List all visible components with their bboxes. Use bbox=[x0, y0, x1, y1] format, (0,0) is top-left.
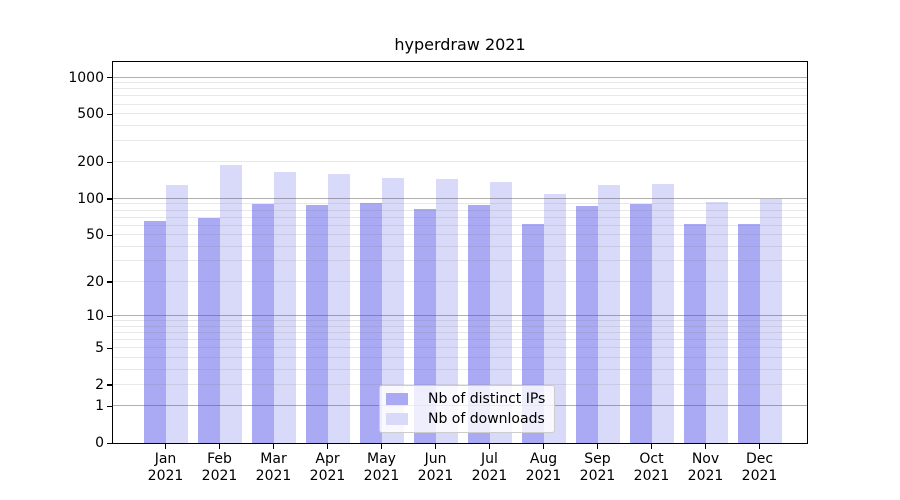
legend-swatch-distinct-ips bbox=[386, 393, 408, 405]
bar-distinct-ips-sep-2021 bbox=[575, 206, 598, 443]
ytick-mark-0 bbox=[107, 442, 112, 444]
ytick-label-200: 200 bbox=[77, 154, 104, 171]
gridline-minor-800 bbox=[113, 88, 807, 90]
gridline-minor-200 bbox=[113, 161, 807, 163]
legend-row-distinct-ips: Nb of distinct IPs bbox=[386, 391, 545, 407]
ytick-label-1000: 1000 bbox=[68, 69, 104, 86]
bar-distinct-ips-may-2021 bbox=[359, 202, 382, 443]
ytick-mark-100 bbox=[107, 198, 112, 200]
plot-area: Nb of distinct IPs Nb of downloads bbox=[112, 61, 808, 444]
xtick-label-jun-2021: Jun 2021 bbox=[417, 451, 454, 484]
ytick-label-0: 0 bbox=[95, 435, 104, 451]
gridline-minor-600 bbox=[113, 103, 807, 105]
bar-distinct-ips-oct-2021 bbox=[629, 204, 652, 443]
xtick-label-jan-2021: Jan 2021 bbox=[147, 451, 184, 484]
ytick-mark-10 bbox=[107, 315, 112, 317]
legend-swatch-downloads bbox=[386, 413, 408, 425]
bar-downloads-nov-2021 bbox=[705, 201, 728, 443]
xtick-label-dec-2021: Dec 2021 bbox=[741, 451, 778, 484]
bar-downloads-feb-2021 bbox=[219, 165, 242, 443]
gridline-minor-700 bbox=[113, 95, 807, 97]
xtick-label-apr-2021: Apr 2021 bbox=[309, 451, 346, 484]
xtick-mark-jan-2021 bbox=[165, 444, 167, 449]
xtick-label-aug-2021: Aug 2021 bbox=[525, 451, 562, 484]
xtick-mark-mar-2021 bbox=[273, 444, 275, 449]
xtick-mark-feb-2021 bbox=[219, 444, 221, 449]
ytick-label-10: 10 bbox=[86, 308, 104, 325]
gridline-minor-900 bbox=[113, 82, 807, 83]
bar-downloads-mar-2021 bbox=[273, 171, 296, 443]
ytick-mark-2 bbox=[107, 384, 112, 386]
bar-distinct-ips-jul-2021 bbox=[467, 204, 490, 443]
ytick-label-50: 50 bbox=[86, 227, 104, 243]
xtick-label-sep-2021: Sep 2021 bbox=[579, 451, 616, 484]
xtick-label-may-2021: May 2021 bbox=[363, 451, 400, 484]
gridline-minor-500 bbox=[113, 113, 807, 115]
bar-distinct-ips-dec-2021 bbox=[737, 223, 760, 443]
ytick-mark-5 bbox=[107, 347, 112, 349]
bar-downloads-jun-2021 bbox=[435, 178, 458, 443]
ytick-label-100: 100 bbox=[77, 190, 104, 207]
bar-downloads-may-2021 bbox=[381, 177, 404, 443]
legend-label-distinct-ips: Nb of distinct IPs bbox=[428, 391, 546, 407]
bar-downloads-apr-2021 bbox=[327, 174, 350, 443]
ytick-label-500: 500 bbox=[77, 106, 104, 123]
ytick-mark-1000 bbox=[107, 77, 112, 79]
gridline-minor-400 bbox=[113, 124, 807, 126]
ytick-label-1: 1 bbox=[95, 398, 104, 415]
gridline-minor-90 bbox=[113, 203, 807, 205]
bar-distinct-ips-jan-2021 bbox=[143, 221, 166, 443]
xtick-mark-may-2021 bbox=[381, 444, 383, 449]
bar-distinct-ips-nov-2021 bbox=[683, 223, 706, 443]
bar-downloads-oct-2021 bbox=[651, 183, 674, 443]
bar-distinct-ips-feb-2021 bbox=[197, 217, 220, 443]
ytick-mark-20 bbox=[107, 281, 112, 283]
bar-distinct-ips-apr-2021 bbox=[305, 204, 328, 443]
legend: Nb of distinct IPs Nb of downloads bbox=[379, 385, 556, 433]
ytick-mark-500 bbox=[107, 113, 112, 115]
bar-downloads-aug-2021 bbox=[543, 194, 566, 443]
ytick-mark-200 bbox=[107, 161, 112, 164]
chart-title: hyperdraw 2021 bbox=[394, 35, 526, 54]
bar-distinct-ips-jun-2021 bbox=[413, 208, 436, 443]
ytick-mark-50 bbox=[107, 234, 112, 236]
bar-downloads-dec-2021 bbox=[759, 198, 782, 443]
xtick-mark-nov-2021 bbox=[705, 444, 707, 449]
xtick-mark-aug-2021 bbox=[543, 444, 545, 449]
xtick-label-jul-2021: Jul 2021 bbox=[471, 451, 508, 484]
gridline-minor-80 bbox=[113, 209, 807, 211]
bar-downloads-sep-2021 bbox=[597, 184, 620, 443]
gridline-major-1000 bbox=[113, 76, 807, 78]
xtick-mark-apr-2021 bbox=[327, 444, 329, 449]
bar-downloads-jul-2021 bbox=[489, 181, 512, 443]
xtick-mark-jul-2021 bbox=[489, 444, 491, 449]
xtick-label-nov-2021: Nov 2021 bbox=[687, 451, 724, 484]
legend-label-downloads: Nb of downloads bbox=[428, 411, 545, 427]
legend-row-downloads: Nb of downloads bbox=[386, 411, 545, 427]
xtick-mark-jun-2021 bbox=[435, 444, 437, 449]
gridline-major-100 bbox=[113, 197, 807, 199]
xtick-label-oct-2021: Oct 2021 bbox=[633, 451, 670, 484]
ytick-label-5: 5 bbox=[95, 340, 104, 357]
bar-downloads-jan-2021 bbox=[165, 185, 188, 443]
gridline-minor-300 bbox=[113, 140, 807, 141]
ytick-mark-1 bbox=[107, 405, 112, 408]
xtick-mark-dec-2021 bbox=[759, 444, 761, 449]
ytick-label-20: 20 bbox=[86, 273, 104, 290]
xtick-label-feb-2021: Feb 2021 bbox=[201, 451, 238, 484]
bar-distinct-ips-mar-2021 bbox=[251, 203, 274, 443]
ytick-label-2: 2 bbox=[95, 376, 104, 393]
xtick-mark-sep-2021 bbox=[597, 444, 599, 449]
xtick-label-mar-2021: Mar 2021 bbox=[255, 451, 292, 484]
xtick-mark-oct-2021 bbox=[651, 444, 653, 449]
